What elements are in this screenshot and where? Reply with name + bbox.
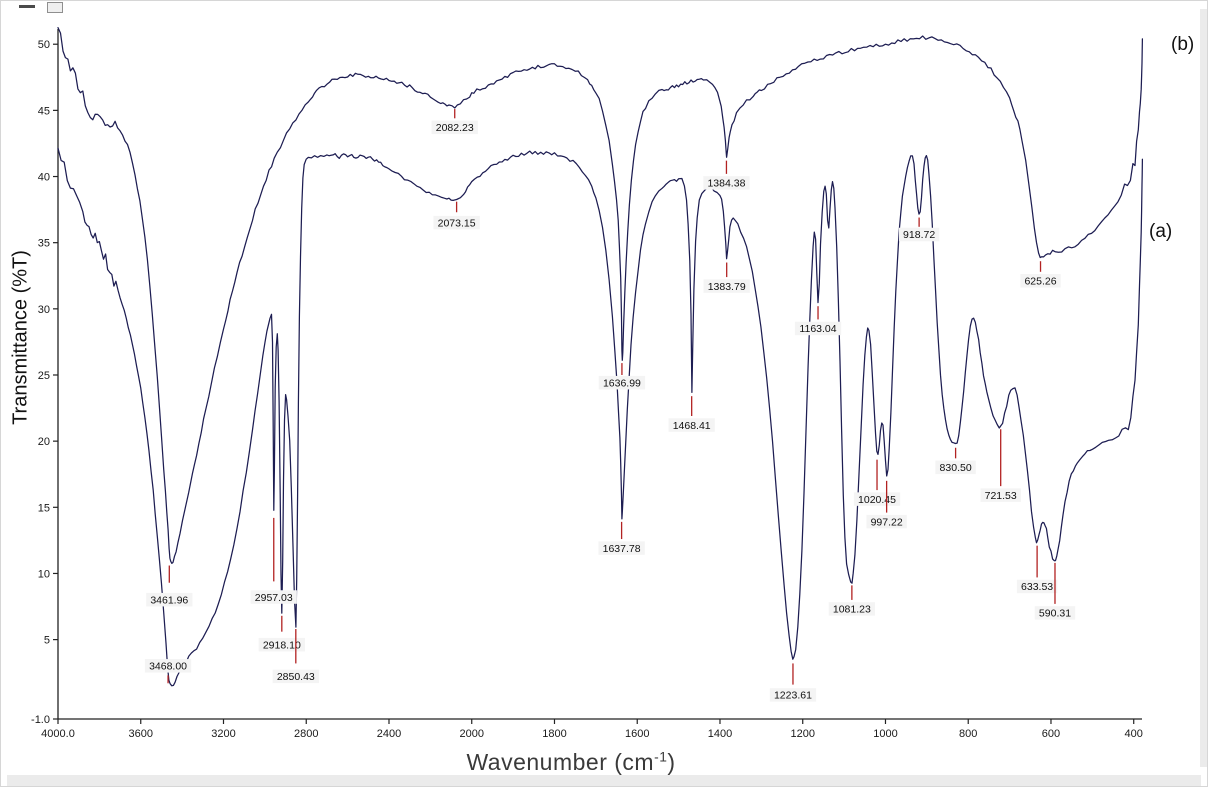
peak-label-633.53: 633.53 xyxy=(1021,581,1053,593)
peak-label-590.31: 590.31 xyxy=(1039,608,1071,620)
peak-label-bg xyxy=(1016,579,1058,594)
y-tick-label: 10 xyxy=(38,568,50,580)
peak-label-3468.00: 3468.00 xyxy=(149,661,187,673)
peak-label-bg xyxy=(769,688,817,702)
peak-label-bg xyxy=(898,227,940,242)
peak-label-bg xyxy=(935,460,976,475)
peak-label-2082.23: 2082.23 xyxy=(436,122,474,134)
y-tick-label: 40 xyxy=(38,172,50,184)
x-tick-label: 2400 xyxy=(377,728,401,740)
spectrum-curve-b xyxy=(57,26,1144,565)
peak-label-1223.61: 1223.61 xyxy=(774,690,812,702)
peak-label-721.53: 721.53 xyxy=(985,490,1017,502)
y-tick-label: 25 xyxy=(38,370,50,382)
peak-label-1636.99: 1636.99 xyxy=(603,377,641,389)
peak-label-2850.43: 2850.43 xyxy=(277,671,315,683)
peak-label-625.26: 625.26 xyxy=(1024,276,1056,288)
x-tick-label: 800 xyxy=(959,728,977,740)
peak-label-bg xyxy=(433,215,480,230)
peak-label-bg xyxy=(146,592,193,607)
series-b-label: (b) xyxy=(1171,34,1195,55)
peak-label-918.72: 918.72 xyxy=(903,229,935,241)
peak-label-2918.10: 2918.10 xyxy=(263,639,301,651)
peak-label-bg xyxy=(598,375,646,390)
x-tick-label: 2800 xyxy=(294,728,318,740)
peak-label-1637.78: 1637.78 xyxy=(603,543,641,555)
peak-label-bg xyxy=(258,637,305,652)
x-tick-label: 2000 xyxy=(459,728,483,740)
peak-label-bg xyxy=(250,590,297,604)
y-tick-label: 45 xyxy=(38,105,50,117)
peak-label-bg xyxy=(668,418,715,432)
peak-label-3461.96: 3461.96 xyxy=(150,594,188,606)
series-a-label: (a) xyxy=(1149,221,1173,242)
x-axis-title: Wavenumber (cm-1) xyxy=(21,749,1121,776)
peak-label-2073.15: 2073.15 xyxy=(438,217,476,229)
x-tick-label: 3600 xyxy=(129,728,153,740)
x-tick-label: 600 xyxy=(1042,728,1060,740)
peak-label-bg xyxy=(703,176,750,190)
peak-label-bg xyxy=(980,488,1021,502)
peak-label-bg xyxy=(431,120,478,135)
peak-label-bg xyxy=(703,279,750,293)
x-tick-label: 4000.0 xyxy=(41,728,75,740)
peak-label-830.50: 830.50 xyxy=(940,462,972,474)
spectrum-curve-a xyxy=(57,147,1144,687)
peak-label-2957.03: 2957.03 xyxy=(255,592,293,604)
peak-label-bg xyxy=(144,659,192,673)
peak-label-bg xyxy=(853,492,901,506)
x-tick-label: 3200 xyxy=(211,728,235,740)
peak-label-1163.04: 1163.04 xyxy=(799,323,836,335)
x-axis-title-post: ) xyxy=(667,749,676,775)
x-tick-label: 400 xyxy=(1125,728,1143,740)
peak-label-bg xyxy=(866,514,907,529)
peak-label-bg xyxy=(1034,606,1076,620)
y-tick-label: 30 xyxy=(38,304,50,316)
y-tick-label: 20 xyxy=(38,436,50,448)
scan-artifact-dash xyxy=(19,5,35,8)
peak-label-997.22: 997.22 xyxy=(871,516,903,528)
y-tick-label: 35 xyxy=(38,238,50,250)
peak-label-1383.79: 1383.79 xyxy=(708,281,746,293)
peak-label-1081.23: 1081.23 xyxy=(833,604,871,616)
peak-label-bg xyxy=(794,321,842,336)
peak-label-bg xyxy=(272,669,319,684)
y-axis-title-text: Transmittance (%T) xyxy=(9,250,32,425)
peak-label-bg xyxy=(828,602,876,616)
peak-label-bg xyxy=(1020,274,1061,288)
scan-artifact-box xyxy=(47,2,63,13)
x-axis-title-sup: -1 xyxy=(654,749,668,765)
y-axis-title: Transmittance (%T) xyxy=(10,188,33,488)
scan-edge-bottom xyxy=(7,775,1201,786)
scan-edge-right xyxy=(1200,9,1207,767)
peak-label-bg xyxy=(598,541,645,555)
peak-label-1468.41: 1468.41 xyxy=(673,420,711,432)
y-tick-label: 5 xyxy=(44,635,50,647)
x-tick-label: 1000 xyxy=(873,728,897,740)
peak-label-1020.45: 1020.45 xyxy=(858,494,896,506)
x-tick-label: 1200 xyxy=(790,728,814,740)
x-axis-title-pre: Wavenumber (cm xyxy=(466,749,655,775)
y-tick-label: -1.0 xyxy=(31,714,50,726)
peak-label-1384.38: 1384.38 xyxy=(707,178,745,190)
y-tick-label: 15 xyxy=(38,502,50,514)
y-tick-label: 50 xyxy=(38,39,50,51)
x-tick-label: 1800 xyxy=(542,728,566,740)
x-tick-label: 1400 xyxy=(708,728,732,740)
x-tick-label: 1600 xyxy=(625,728,649,740)
